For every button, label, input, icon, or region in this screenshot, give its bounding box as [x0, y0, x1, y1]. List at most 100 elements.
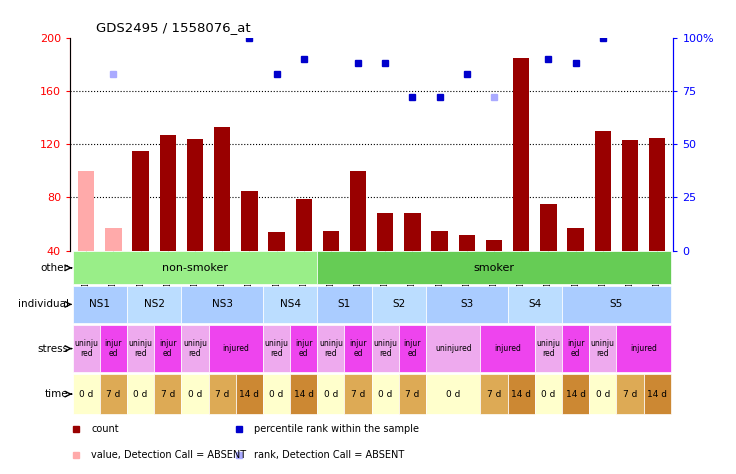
Text: 7 d: 7 d — [623, 390, 637, 399]
Bar — [127, 325, 155, 373]
Bar — [290, 374, 317, 414]
Bar — [567, 228, 584, 251]
Bar — [263, 286, 317, 323]
Bar — [540, 204, 556, 251]
Text: uninju
red: uninju red — [183, 339, 207, 358]
Bar — [459, 235, 475, 251]
Bar — [317, 251, 670, 284]
Text: uninju
red: uninju red — [373, 339, 397, 358]
Text: 7 d: 7 d — [406, 390, 420, 399]
Text: individual: individual — [18, 300, 68, 310]
Text: 7 d: 7 d — [106, 390, 121, 399]
Bar — [236, 374, 263, 414]
Text: time: time — [45, 389, 68, 399]
Text: injur
ed: injur ed — [350, 339, 367, 358]
Text: GDS2495 / 1558076_at: GDS2495 / 1558076_at — [96, 21, 250, 34]
Text: S1: S1 — [338, 300, 351, 310]
Text: 7 d: 7 d — [215, 390, 230, 399]
Bar — [589, 374, 616, 414]
Bar — [181, 286, 263, 323]
Bar — [127, 374, 155, 414]
Text: injur
ed: injur ed — [295, 339, 313, 358]
Text: 0 d: 0 d — [133, 390, 148, 399]
Bar — [263, 325, 290, 373]
Text: injur
ed: injur ed — [105, 339, 122, 358]
Bar — [372, 374, 399, 414]
Bar — [535, 374, 562, 414]
Bar — [643, 374, 670, 414]
Bar — [431, 231, 447, 251]
Bar — [508, 374, 535, 414]
Bar — [508, 286, 562, 323]
Bar — [372, 325, 399, 373]
Text: 0 d: 0 d — [188, 390, 202, 399]
Text: 0 d: 0 d — [269, 390, 283, 399]
Bar — [155, 325, 181, 373]
Text: NS1: NS1 — [89, 300, 110, 310]
Text: 0 d: 0 d — [324, 390, 338, 399]
Text: NS3: NS3 — [212, 300, 233, 310]
Bar — [100, 374, 127, 414]
Text: 7 d: 7 d — [160, 390, 175, 399]
Text: 0 d: 0 d — [79, 390, 93, 399]
Text: injur
ed: injur ed — [567, 339, 584, 358]
Text: S2: S2 — [392, 300, 406, 310]
Text: 0 d: 0 d — [541, 390, 556, 399]
Text: 7 d: 7 d — [351, 390, 365, 399]
Text: 7 d: 7 d — [486, 390, 501, 399]
Bar — [73, 286, 127, 323]
Text: S4: S4 — [528, 300, 542, 310]
Bar — [127, 286, 181, 323]
Bar — [269, 232, 285, 251]
Bar — [155, 374, 181, 414]
Bar — [562, 286, 670, 323]
Bar — [296, 199, 312, 251]
Text: percentile rank within the sample: percentile rank within the sample — [254, 424, 419, 434]
Bar — [208, 325, 263, 373]
Bar — [562, 374, 589, 414]
Text: uninjured: uninjured — [435, 344, 472, 353]
Text: injured: injured — [494, 344, 521, 353]
Text: uninju
red: uninju red — [264, 339, 289, 358]
Text: S5: S5 — [609, 300, 623, 310]
Text: injured: injured — [222, 344, 250, 353]
Bar — [616, 325, 670, 373]
Text: 14 d: 14 d — [294, 390, 314, 399]
Text: injur
ed: injur ed — [404, 339, 421, 358]
Bar — [160, 135, 176, 251]
Text: uninju
red: uninju red — [129, 339, 152, 358]
Text: value, Detection Call = ABSENT: value, Detection Call = ABSENT — [91, 449, 246, 460]
Text: rank, Detection Call = ABSENT: rank, Detection Call = ABSENT — [254, 449, 404, 460]
Bar — [350, 171, 367, 251]
Text: uninju
red: uninju red — [591, 339, 615, 358]
Bar — [214, 127, 230, 251]
Bar — [399, 374, 426, 414]
Text: non-smoker: non-smoker — [162, 263, 228, 273]
Text: 14 d: 14 d — [512, 390, 531, 399]
Bar — [426, 325, 481, 373]
Bar — [208, 374, 236, 414]
Text: uninju
red: uninju red — [319, 339, 343, 358]
Bar — [622, 140, 638, 251]
Bar — [317, 374, 344, 414]
Bar — [241, 191, 258, 251]
Bar — [535, 325, 562, 373]
Text: S3: S3 — [460, 300, 473, 310]
Bar — [513, 58, 529, 251]
Bar — [100, 325, 127, 373]
Bar — [105, 228, 121, 251]
Text: 14 d: 14 d — [565, 390, 586, 399]
Text: 0 d: 0 d — [595, 390, 610, 399]
Text: NS4: NS4 — [280, 300, 300, 310]
Bar — [486, 240, 502, 251]
Bar — [481, 374, 508, 414]
Bar — [377, 213, 394, 251]
Bar — [181, 374, 208, 414]
Bar — [595, 131, 611, 251]
Text: NS2: NS2 — [144, 300, 165, 310]
Text: 0 d: 0 d — [446, 390, 461, 399]
Bar — [263, 374, 290, 414]
Bar — [649, 137, 665, 251]
Bar — [404, 213, 420, 251]
Text: smoker: smoker — [473, 263, 514, 273]
